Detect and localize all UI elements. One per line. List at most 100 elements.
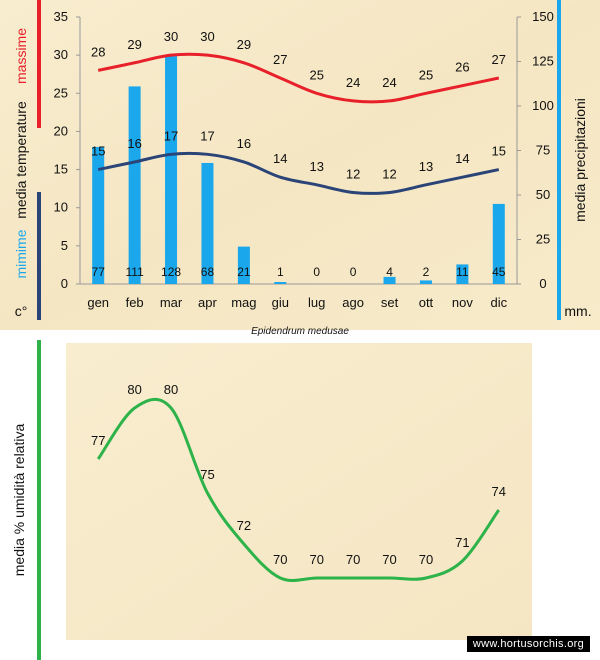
precip-unit-label: mm. [564, 303, 591, 319]
max-axis-label: massime [13, 28, 29, 84]
humidity-label: 74 [492, 484, 506, 499]
min-temp-label: 12 [346, 166, 360, 181]
humidity-label: 70 [309, 552, 323, 567]
precip-label: 0 [313, 265, 320, 279]
precip-label: 77 [92, 265, 106, 279]
min-temp-label: 13 [419, 159, 433, 174]
month-label: gen [87, 295, 109, 310]
humidity-label: 80 [164, 382, 178, 397]
max-temp-label: 25 [309, 67, 323, 82]
month-label: mar [160, 295, 183, 310]
humidity-label: 80 [127, 382, 141, 397]
min-temp-label: 17 [164, 128, 178, 143]
month-label: feb [126, 295, 144, 310]
precip-label: 1 [277, 265, 284, 279]
max-temp-label: 26 [455, 60, 469, 75]
month-label: dic [490, 295, 507, 310]
precip-bar [456, 264, 469, 284]
min-temp-label: 16 [237, 136, 251, 151]
left-tick-label: 15 [54, 162, 68, 177]
min-temp-label: 13 [309, 159, 323, 174]
precip-label: 2 [423, 265, 430, 279]
humidity-plot-area: media % umidità relativa 77 80 80 75 72 70 70 70… [11, 340, 506, 660]
left-tick-label: 0 [61, 276, 68, 291]
max-temp-label: 27 [273, 52, 287, 67]
max-temp-label: 27 [492, 52, 506, 67]
humidity-label: 70 [419, 552, 433, 567]
precip-bar [237, 246, 250, 284]
precip-axis-label: media precipitazioni [572, 98, 588, 222]
right-tick-label: 100 [532, 98, 554, 113]
right-tick-label: 150 [532, 9, 554, 24]
max-temp-label: 29 [237, 37, 251, 52]
max-temp-label: 28 [91, 44, 105, 59]
right-tick-label: 0 [539, 276, 546, 291]
month-label: nov [452, 295, 473, 310]
site-credit: www.hortusorchis.org [466, 636, 590, 652]
month-label: set [381, 295, 399, 310]
precip-bar [383, 276, 396, 284]
left-axis-label: massime media temperature mimime c° [13, 0, 41, 320]
month-label: ago [342, 295, 364, 310]
climate-chart: massime media temperature mimime c° media p… [0, 0, 600, 330]
precip-label: 111 [126, 265, 145, 279]
precip-label: 4 [386, 265, 393, 279]
humidity-label: 77 [91, 433, 105, 448]
min-temp-label: 16 [127, 136, 141, 151]
humidity-axis-label: media % umidità relativa [11, 424, 27, 577]
humidity-label: 70 [346, 552, 360, 567]
left-tick-label: 5 [61, 238, 68, 253]
min-temp-label: 15 [492, 144, 506, 159]
precip-bar [201, 162, 214, 284]
humidity-background [66, 343, 532, 640]
humidity-label: 71 [455, 535, 469, 550]
humidity-label: 75 [200, 467, 214, 482]
min-axis-label: mimime [13, 229, 29, 278]
month-label: giu [272, 295, 289, 310]
max-temp-label: 24 [382, 75, 396, 90]
temp-unit-label: c° [15, 303, 28, 319]
min-temp-line [97, 151, 500, 195]
precip-label: 68 [201, 265, 215, 279]
min-temp-label: 17 [200, 128, 214, 143]
max-temp-label: 29 [127, 37, 141, 52]
humidity-label: 70 [382, 552, 396, 567]
min-temp-label: 12 [382, 166, 396, 181]
right-tick-label: 25 [536, 232, 550, 247]
min-temp-label: 14 [273, 151, 287, 166]
month-label: ott [419, 295, 434, 310]
max-temp-label: 30 [200, 29, 214, 44]
right-axis-label: media precipitazioni mm. [557, 0, 592, 320]
right-tick-label: 50 [536, 187, 550, 202]
max-temp-line [97, 52, 500, 104]
min-temp-label: 15 [91, 144, 105, 159]
precip-label: 11 [456, 265, 469, 279]
month-label: apr [198, 295, 217, 310]
precip-bar [128, 86, 141, 284]
right-tick-label: 125 [532, 54, 554, 69]
precip-label: 21 [237, 265, 251, 279]
precip-bar [165, 56, 178, 284]
left-tick-label: 20 [54, 123, 68, 138]
precip-bar [419, 280, 432, 284]
precip-bar [92, 146, 105, 284]
left-tick-label: 35 [54, 9, 68, 24]
min-temp-label: 14 [455, 151, 469, 166]
precip-bar [492, 203, 505, 284]
left-tick-label: 25 [54, 85, 68, 100]
humidity-line [96, 397, 501, 582]
precip-bar [274, 282, 287, 284]
month-label: mag [231, 295, 256, 310]
precip-label: 45 [492, 265, 506, 279]
temp-axis-label: media temperature [13, 101, 29, 219]
month-label: lug [308, 295, 325, 310]
humidity-label: 72 [237, 518, 251, 533]
precip-label: 0 [350, 265, 357, 279]
right-tick-label: 75 [536, 143, 550, 158]
humidity-label: 70 [273, 552, 287, 567]
max-temp-label: 24 [346, 75, 360, 90]
precip-label: 128 [161, 265, 181, 279]
max-temp-label: 25 [419, 67, 433, 82]
